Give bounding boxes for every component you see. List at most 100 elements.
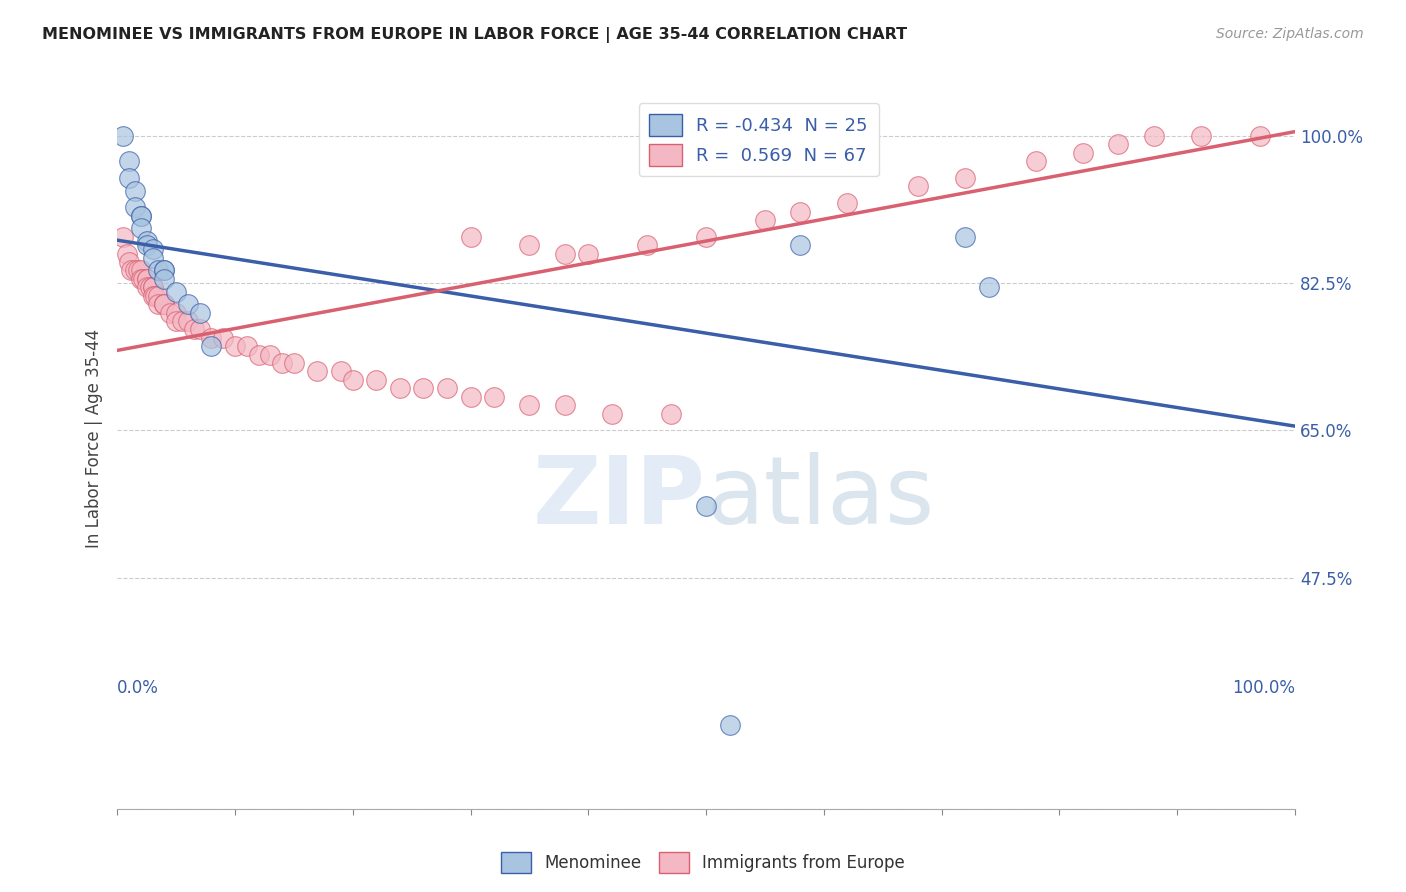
Point	[118, 255, 141, 269]
Point	[183, 322, 205, 336]
Point	[141, 243, 163, 257]
Point	[141, 280, 163, 294]
Point	[112, 229, 135, 244]
Point	[907, 179, 929, 194]
Point	[955, 170, 977, 185]
Point	[141, 289, 163, 303]
Point	[247, 348, 270, 362]
Point	[342, 373, 364, 387]
Text: atlas: atlas	[706, 452, 935, 544]
Point	[1249, 128, 1271, 143]
Legend: Menominee, Immigrants from Europe: Menominee, Immigrants from Europe	[495, 846, 911, 880]
Point	[837, 196, 859, 211]
Point	[259, 348, 281, 362]
Point	[148, 289, 170, 303]
Point	[118, 170, 141, 185]
Point	[153, 297, 176, 311]
Point	[129, 209, 152, 223]
Point	[124, 200, 146, 214]
Point	[188, 322, 211, 336]
Point	[1143, 128, 1166, 143]
Point	[388, 381, 411, 395]
Point	[554, 398, 576, 412]
Point	[519, 398, 541, 412]
Legend: R = -0.434  N = 25, R =  0.569  N = 67: R = -0.434 N = 25, R = 0.569 N = 67	[638, 103, 879, 177]
Text: MENOMINEE VS IMMIGRANTS FROM EUROPE IN LABOR FORCE | AGE 35-44 CORRELATION CHART: MENOMINEE VS IMMIGRANTS FROM EUROPE IN L…	[42, 27, 907, 43]
Point	[165, 285, 187, 299]
Point	[1107, 137, 1129, 152]
Point	[170, 314, 193, 328]
Point	[576, 246, 599, 260]
Point	[135, 238, 157, 252]
Point	[143, 289, 166, 303]
Point	[148, 263, 170, 277]
Point	[112, 128, 135, 143]
Point	[153, 263, 176, 277]
Text: 0.0%: 0.0%	[117, 680, 159, 698]
Text: Source: ZipAtlas.com: Source: ZipAtlas.com	[1216, 27, 1364, 41]
Point	[636, 238, 658, 252]
Point	[482, 390, 505, 404]
Point	[115, 246, 138, 260]
Point	[330, 364, 353, 378]
Point	[235, 339, 257, 353]
Point	[141, 280, 163, 294]
Point	[200, 339, 222, 353]
Point	[129, 221, 152, 235]
Point	[695, 229, 717, 244]
Point	[307, 364, 329, 378]
Point	[977, 280, 1000, 294]
Point	[519, 238, 541, 252]
Point	[718, 718, 741, 732]
Point	[1071, 145, 1094, 160]
Point	[1189, 128, 1212, 143]
Point	[659, 407, 682, 421]
Point	[141, 251, 163, 265]
Point	[124, 263, 146, 277]
Point	[212, 331, 235, 345]
Point	[283, 356, 305, 370]
Point	[600, 407, 623, 421]
Point	[177, 314, 200, 328]
Point	[153, 272, 176, 286]
Point	[159, 305, 181, 319]
Point	[129, 209, 152, 223]
Point	[148, 297, 170, 311]
Point	[695, 499, 717, 513]
Point	[135, 234, 157, 248]
Point	[135, 272, 157, 286]
Point	[120, 263, 142, 277]
Point	[153, 297, 176, 311]
Point	[124, 184, 146, 198]
Point	[200, 331, 222, 345]
Point	[165, 314, 187, 328]
Text: 100.0%: 100.0%	[1232, 680, 1295, 698]
Point	[460, 390, 482, 404]
Point	[271, 356, 294, 370]
Point	[139, 280, 162, 294]
Point	[436, 381, 458, 395]
Point	[224, 339, 246, 353]
Point	[129, 272, 152, 286]
Y-axis label: In Labor Force | Age 35-44: In Labor Force | Age 35-44	[86, 329, 103, 549]
Point	[955, 229, 977, 244]
Point	[460, 229, 482, 244]
Text: ZIP: ZIP	[533, 452, 706, 544]
Point	[754, 213, 776, 227]
Point	[129, 263, 152, 277]
Point	[127, 263, 149, 277]
Point	[554, 246, 576, 260]
Point	[153, 297, 176, 311]
Point	[789, 238, 811, 252]
Point	[132, 272, 155, 286]
Point	[153, 263, 176, 277]
Point	[188, 305, 211, 319]
Point	[412, 381, 434, 395]
Point	[366, 373, 388, 387]
Point	[135, 272, 157, 286]
Point	[1025, 154, 1047, 169]
Point	[789, 204, 811, 219]
Point	[118, 154, 141, 169]
Point	[135, 280, 157, 294]
Point	[177, 297, 200, 311]
